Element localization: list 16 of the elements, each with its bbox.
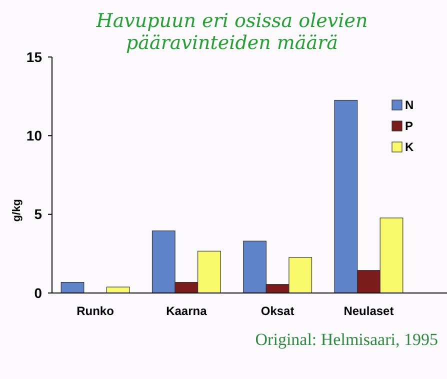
legend-label: N bbox=[405, 98, 414, 112]
x-tick-label: Runko bbox=[76, 304, 114, 318]
chart-title: Havupuun eri osissa olevien pääravinteiden määrä bbox=[95, 10, 368, 54]
y-tick-label: 15 bbox=[26, 48, 42, 65]
x-tick-label: Kaarna bbox=[166, 304, 208, 318]
legend-label: P bbox=[405, 119, 414, 134]
y-tick-label: 0 bbox=[34, 284, 42, 301]
bar bbox=[60, 282, 84, 294]
y-tick-label: 10 bbox=[26, 128, 42, 144]
y-axis-title: g/kg bbox=[11, 199, 23, 222]
y-tick-label: 5 bbox=[34, 206, 42, 222]
x-tick-label: Oksat bbox=[260, 304, 294, 318]
bar bbox=[106, 286, 130, 294]
x-tick-label: Neulaset bbox=[344, 304, 394, 318]
legend-label: K bbox=[405, 140, 414, 154]
text: Original: Helmisaari, 1995 bbox=[255, 330, 438, 349]
